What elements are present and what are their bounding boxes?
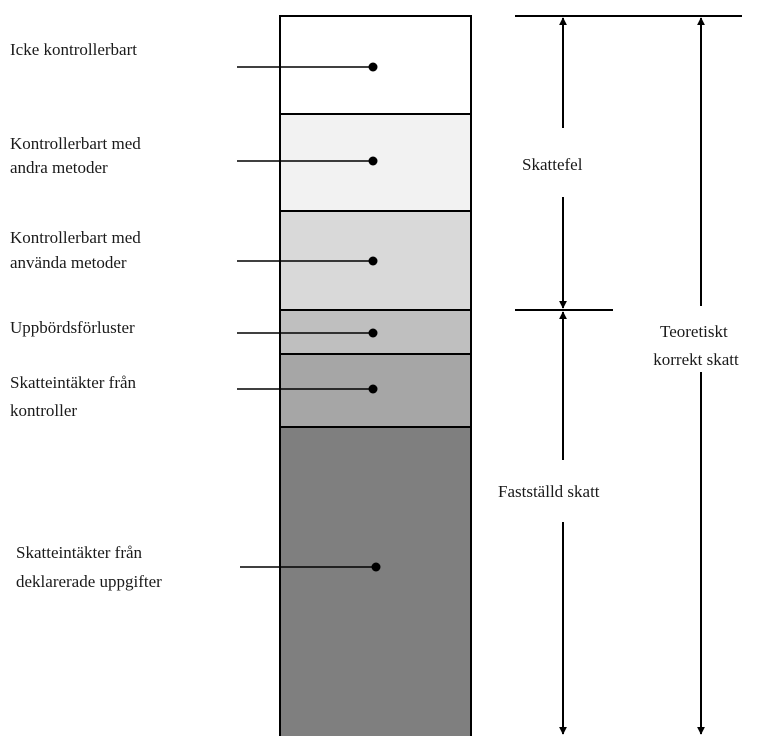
brackets: Skattefel Fastställd skatt Teoretiskt ko…: [498, 15, 742, 735]
label-faststalld-skatt: Fastställd skatt: [498, 482, 600, 501]
stacked-column: [279, 15, 472, 736]
segment-labels: Icke kontrollerbart Kontrollerbart med a…: [10, 40, 162, 591]
label-kontrollerbart-andra-metoder: Kontrollerbart med andra metoder: [10, 134, 145, 177]
label-teoretiskt-korrekt-skatt: Teoretiskt korrekt skatt: [653, 322, 739, 369]
leader-dot: [368, 384, 378, 394]
leader-lines: [237, 62, 381, 572]
label-icke-kontrollerbart: Icke kontrollerbart: [10, 40, 137, 59]
leader-dot: [371, 562, 381, 572]
leader-dot: [368, 156, 378, 166]
segment-skatteintakter-deklarerade: [279, 426, 472, 736]
label-kontrollerbart-anvanda-metoder: Kontrollerbart med använda metoder: [10, 228, 145, 272]
leader-dot: [368, 256, 378, 266]
label-uppbordsforluster: Uppbördsförluster: [10, 318, 135, 337]
leader-dot: [368, 62, 378, 72]
label-skatteintakter-deklarerade: Skatteintäkter från deklarerade uppgifte…: [16, 543, 162, 591]
leader-dot: [368, 328, 378, 338]
label-skatteintakter-kontroller: Skatteintäkter från kontroller: [10, 373, 140, 420]
label-skattefel: Skattefel: [522, 155, 583, 174]
